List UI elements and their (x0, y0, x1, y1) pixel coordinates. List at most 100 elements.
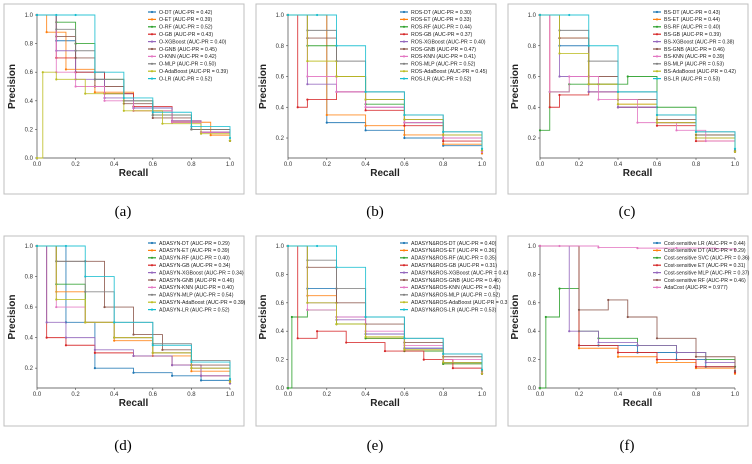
legend-marker (655, 249, 659, 252)
series-line (37, 245, 231, 379)
x-tick-label: 0.6 (149, 392, 158, 398)
y-tick-label: 0.0 (528, 386, 537, 392)
data-point (616, 106, 620, 109)
data-point (122, 109, 125, 112)
data-point (84, 321, 87, 324)
y-tick-label: 0.2 (25, 127, 34, 133)
data-point (103, 99, 106, 102)
x-tick-label: 0.4 (110, 162, 119, 168)
data-point (451, 367, 454, 370)
legend-marker (150, 55, 154, 58)
data-point (538, 244, 542, 248)
legend-marker (402, 70, 406, 73)
x-tick-label: 1.0 (478, 162, 487, 168)
data-point (45, 31, 48, 34)
series-line (37, 245, 231, 384)
legend-entry: ADASYN-RF (AUC-PR = 0.40) (159, 256, 230, 262)
y-axis-label: Precision (258, 64, 269, 109)
legend-entry: ADASYN&ROS-XGBoost (AUC-PR = 0.41) (411, 270, 511, 276)
panel-frame (507, 3, 749, 195)
legend-entry: O-GNB (AUC-PR = 0.45) (159, 47, 217, 53)
data-point (151, 116, 154, 120)
legend-marker (402, 286, 406, 289)
data-point (190, 367, 193, 370)
legend-entry: O-AdaBoost (AUC-PR = 0.39) (159, 69, 228, 75)
legend-entry: ROS-DT (AUC-PR = 0.30) (411, 10, 472, 16)
legend-entry: O-DT (AUC-PR = 0.42) (159, 10, 213, 16)
data-point (626, 75, 629, 78)
data-point (442, 136, 445, 140)
series-7 (286, 13, 484, 153)
data-point (55, 28, 58, 31)
data-point (64, 68, 68, 71)
legend-marker (402, 77, 406, 80)
x-tick-label: 0.2 (323, 162, 332, 168)
legend-entry: BS-LR (AUC-PR = 0.53) (664, 76, 720, 82)
x-tick-label: 0.6 (400, 162, 409, 168)
legend-entry: BS-DT (AUC-PR = 0.43) (664, 10, 721, 16)
y-tick-label: 1.0 (276, 13, 285, 19)
data-point (74, 49, 77, 52)
legend-entry: O-RF (AUC-PR = 0.52) (159, 25, 213, 31)
legend-entry: ROS-GB (AUC-PR = 0.37) (411, 32, 473, 38)
data-point (364, 315, 367, 319)
series-line (288, 245, 483, 370)
legend-marker (150, 308, 154, 311)
y-tick-label: 0.4 (276, 329, 285, 335)
x-tick-label: 0.8 (692, 162, 701, 168)
legend-marker (150, 70, 154, 73)
legend-entry: ADASYN&ROS-MLP (AUC-PR = 0.52) (411, 293, 500, 299)
data-point (480, 372, 484, 375)
data-point (403, 121, 406, 124)
legend-marker (150, 271, 154, 274)
legend-entry: ROS-GNB (AUC-PR = 0.47) (411, 47, 476, 53)
legend-entry: O-MLP (AUC-PR = 0.50) (159, 62, 216, 68)
y-axis-label: Precision (7, 294, 18, 339)
legend-entry: O-GB (AUC-PR = 0.43) (159, 32, 213, 38)
data-point (442, 139, 445, 143)
data-point (616, 355, 620, 358)
data-point (306, 60, 309, 63)
panel-label: (d) (114, 438, 132, 454)
y-tick-label: 0.4 (528, 329, 537, 335)
x-tick-label: 0.2 (71, 392, 80, 398)
data-point (35, 13, 39, 17)
legend-marker (150, 10, 154, 14)
legend-entry: BS-ET (AUC-PR = 0.44) (664, 17, 720, 23)
y-tick-label: 0.2 (528, 358, 537, 364)
data-point (228, 136, 232, 140)
x-axis-label: Recall (623, 398, 653, 409)
legend-entry: AdaCost (AUC-PR = 0.977) (664, 285, 728, 291)
legend-marker (655, 33, 659, 36)
data-point (199, 374, 203, 377)
data-point (655, 358, 659, 361)
data-point (675, 247, 678, 250)
legend-entry: ADASYN-ET (AUC-PR = 0.39) (159, 248, 230, 254)
legend-entry: O-LR (AUC-PR = 0.52) (159, 76, 212, 82)
data-point (480, 147, 484, 150)
data-point (209, 134, 212, 137)
data-point (558, 75, 561, 78)
data-point (335, 44, 338, 47)
legend-entry: ADASYN-AdaBoost (AUC-PR = 0.39) (159, 300, 246, 306)
legend-entry: Cost-sensitive SVC (AUC-PR = 0.36) (664, 256, 750, 262)
y-tick-label: 0.0 (25, 156, 34, 162)
x-tick-label: 0.8 (187, 162, 196, 168)
data-point (655, 113, 659, 117)
data-point (577, 347, 581, 350)
data-point (568, 13, 571, 17)
y-tick-label: 1.0 (528, 244, 537, 250)
data-point (616, 90, 620, 93)
data-point (364, 98, 367, 101)
series-10 (286, 13, 484, 150)
data-point (74, 56, 77, 60)
data-point (55, 13, 58, 17)
legend-marker (402, 47, 406, 51)
data-point (335, 287, 338, 290)
data-point (403, 118, 406, 121)
x-tick-label: 0.6 (653, 392, 662, 398)
data-point (316, 244, 319, 248)
data-point (383, 349, 387, 353)
series-10 (35, 244, 232, 380)
legend-entry: BS-MLP (AUC-PR = 0.53) (664, 62, 724, 68)
